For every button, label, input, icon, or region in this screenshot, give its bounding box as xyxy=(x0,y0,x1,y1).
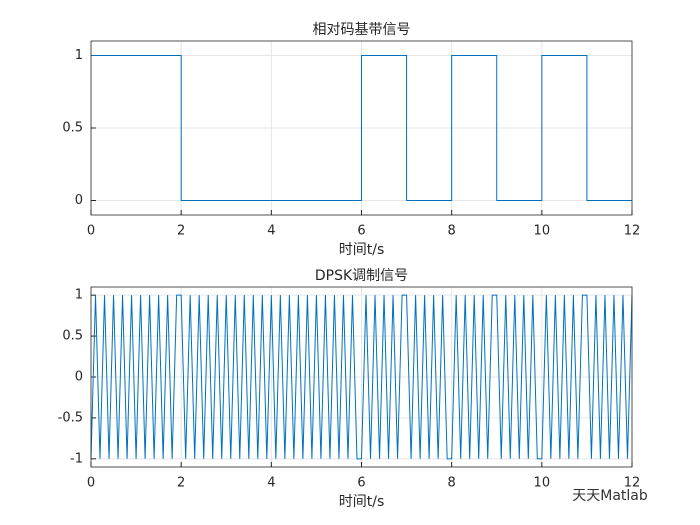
x-tick-label: 6 xyxy=(357,476,365,491)
x-tick-label: 2 xyxy=(177,224,185,239)
x-tick-label: 0 xyxy=(87,224,95,239)
x-axis-label: 时间t/s xyxy=(339,242,385,258)
x-tick-label: 12 xyxy=(624,476,641,491)
y-tick-label: 0.5 xyxy=(62,121,83,136)
x-axis-label: 时间t/s xyxy=(339,494,385,510)
x-tick-label: 2 xyxy=(177,476,185,491)
axes-box xyxy=(90,40,633,216)
x-tick-label: 4 xyxy=(267,476,275,491)
x-tick-label: 10 xyxy=(534,476,551,491)
x-tick-label: 10 xyxy=(534,224,551,239)
chart-title: DPSK调制信号 xyxy=(315,268,408,284)
y-tick-label: -0.5 xyxy=(58,410,83,425)
y-tick-label: 0 xyxy=(75,370,83,385)
x-tick-label: 8 xyxy=(448,224,456,239)
y-tick-label: 1 xyxy=(75,288,83,303)
watermark: 天天Matlab xyxy=(572,488,648,504)
data-line xyxy=(90,294,633,460)
x-tick-label: 6 xyxy=(357,224,365,239)
y-tick-label: 1 xyxy=(75,48,83,63)
y-tick-label: 0.5 xyxy=(62,329,83,344)
data-line xyxy=(91,55,632,201)
x-tick-label: 0 xyxy=(87,476,95,491)
y-tick-label: 0 xyxy=(75,193,83,208)
x-tick-label: 8 xyxy=(448,476,456,491)
x-tick-label: 4 xyxy=(267,224,275,239)
axes-box xyxy=(90,286,633,468)
chart-title: 相对码基带信号 xyxy=(313,21,411,38)
y-tick-label: -1 xyxy=(70,451,83,466)
x-tick-label: 12 xyxy=(624,224,641,239)
